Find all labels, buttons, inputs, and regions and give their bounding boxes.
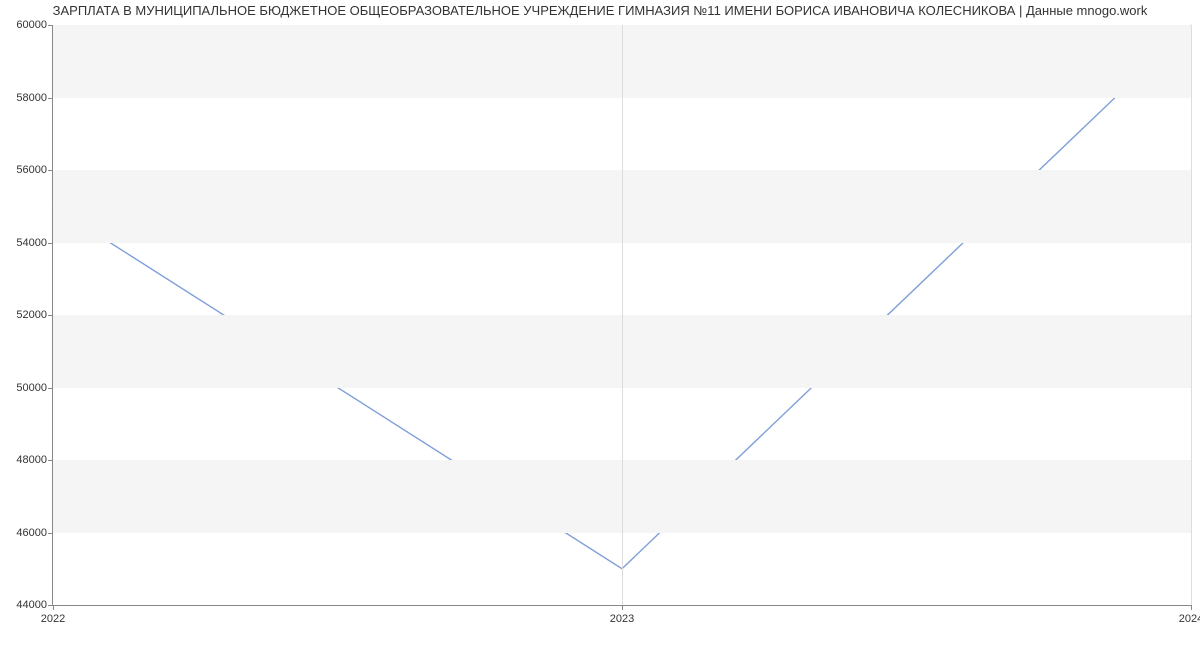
y-tick-label: 46000: [16, 527, 47, 539]
y-tick-mark: [48, 460, 53, 461]
y-tick-mark: [48, 315, 53, 316]
x-tick-label: 2024: [1179, 613, 1200, 625]
x-tick-mark: [622, 605, 623, 610]
x-tick-mark: [1191, 605, 1192, 610]
x-tick-label: 2022: [41, 613, 65, 625]
y-tick-label: 48000: [16, 454, 47, 466]
y-tick-mark: [48, 25, 53, 26]
y-tick-mark: [48, 533, 53, 534]
y-tick-label: 56000: [16, 164, 47, 176]
y-tick-mark: [48, 243, 53, 244]
y-tick-mark: [48, 388, 53, 389]
x-gridline: [1191, 25, 1192, 605]
y-tick-mark: [48, 98, 53, 99]
y-tick-label: 54000: [16, 237, 47, 249]
y-tick-label: 50000: [16, 382, 47, 394]
plot-area: 4400046000480005000052000540005600058000…: [52, 25, 1191, 606]
chart-title: ЗАРПЛАТА В МУНИЦИПАЛЬНОЕ БЮДЖЕТНОЕ ОБЩЕО…: [0, 3, 1200, 18]
x-tick-mark: [53, 605, 54, 610]
salary-line-chart: ЗАРПЛАТА В МУНИЦИПАЛЬНОЕ БЮДЖЕТНОЕ ОБЩЕО…: [0, 0, 1200, 650]
y-tick-mark: [48, 170, 53, 171]
y-tick-label: 58000: [16, 92, 47, 104]
x-tick-label: 2023: [610, 613, 634, 625]
x-gridline: [622, 25, 623, 605]
y-tick-label: 44000: [16, 599, 47, 611]
y-tick-label: 60000: [16, 19, 47, 31]
y-tick-label: 52000: [16, 309, 47, 321]
